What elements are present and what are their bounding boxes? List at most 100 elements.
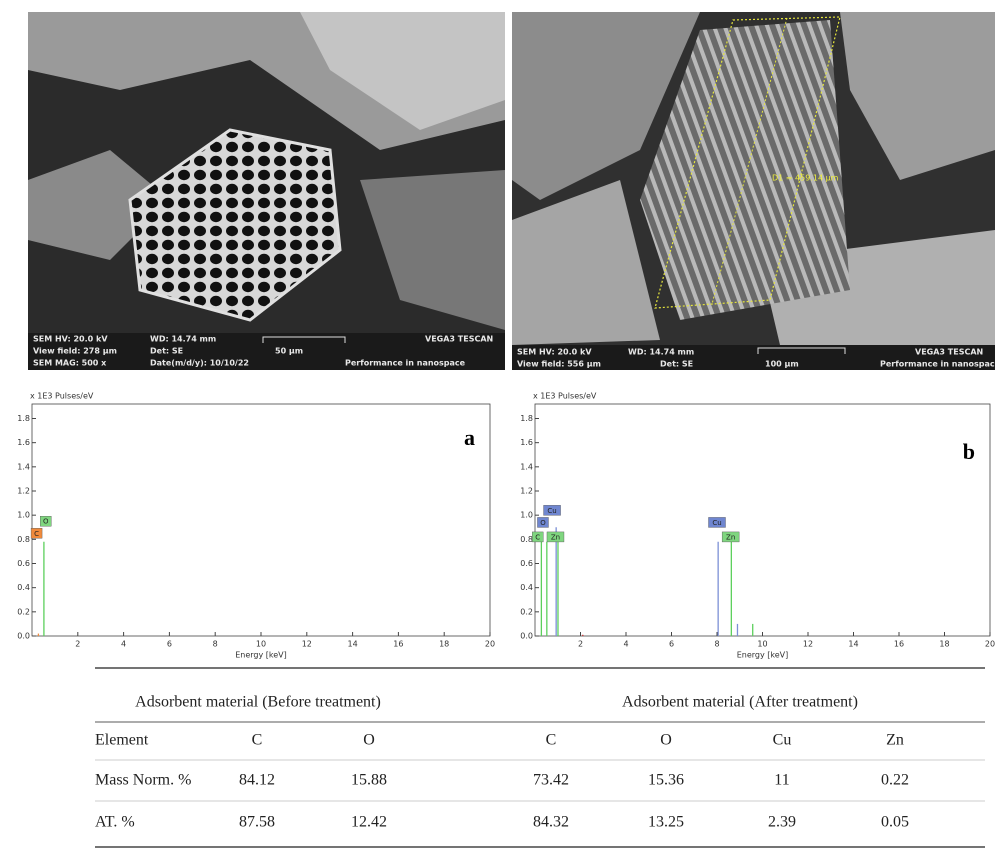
y-tick-label: 0.8 — [17, 535, 30, 544]
element-label: Cu — [712, 519, 721, 527]
x-axis-label: Energy [keV] — [235, 651, 287, 660]
sem-info: WD: 14.74 mm — [150, 335, 216, 344]
x-tick-label: 4 — [121, 640, 126, 649]
chart-b: 0.0 0.2 0.4 0.6 0.8 1.0 1.2 1.4 1.6 1.8 2 4 6 8 10 12 14… — [520, 392, 995, 660]
table-cell: O — [660, 732, 672, 749]
x-tick-label: 18 — [439, 640, 449, 649]
x-axis-label: Energy [keV] — [737, 651, 789, 660]
x-tick-label: 14 — [848, 640, 858, 649]
figure: D1 = 459.14 µm 0.0 0.2 0.4 0.6 0.8 1.0 1.2 1.4 1… — [0, 0, 995, 868]
sem-info: WD: 14.74 mm — [628, 348, 694, 357]
table-row-header: AT. % — [95, 814, 135, 831]
y-tick-label: 1.8 — [520, 414, 533, 423]
plot-frame — [32, 404, 490, 636]
x-tick-label: 8 — [213, 640, 218, 649]
sem-image-left — [28, 12, 505, 370]
table-cell: O — [363, 732, 375, 749]
table-cell: 2.39 — [768, 814, 796, 831]
y-tick-label: 0.2 — [17, 607, 30, 616]
table-cell: Cu — [773, 732, 792, 749]
table-cell: 0.22 — [881, 772, 909, 789]
y-tick-label: 0.0 — [17, 632, 30, 641]
sem-info: SEM HV: 20.0 kV — [517, 348, 592, 357]
y-tick-label: 1.6 — [17, 438, 30, 447]
sem-info: VEGA3 TESCAN — [425, 335, 493, 344]
y-tick-label: 1.2 — [17, 487, 30, 496]
x-tick-label: 8 — [714, 640, 719, 649]
table-cell: 84.12 — [239, 772, 275, 789]
sem-info: Date(m/d/y): 10/10/22 — [150, 359, 249, 368]
y-tick-label: 1.8 — [17, 414, 30, 423]
table-cell: C — [546, 732, 557, 749]
table-cell: 84.32 — [533, 814, 569, 831]
table-cell: 15.88 — [351, 772, 387, 789]
sem-info: Performance in nanospace — [345, 359, 466, 368]
x-tick-label: 14 — [348, 640, 358, 649]
x-tick-label: 4 — [623, 640, 628, 649]
y-tick-label: 1.0 — [17, 511, 30, 520]
table-cell: 15.36 — [648, 772, 684, 789]
element-label: O — [43, 518, 49, 526]
table-cell: 11 — [774, 772, 789, 789]
y-tick-label: 1.4 — [17, 462, 30, 471]
sem-info: View field: 278 µm — [33, 347, 117, 356]
x-tick-label: 16 — [894, 640, 904, 649]
table-cell: 0.05 — [881, 814, 909, 831]
measurement: D1 = 459.14 µm — [772, 174, 839, 183]
table-group-header: Adsorbent material (Before treatment) — [135, 694, 381, 711]
sem-info: Det: SE — [660, 360, 693, 369]
table-cell: C — [252, 732, 263, 749]
x-tick-label: 6 — [167, 640, 172, 649]
table-cell: 13.25 — [648, 814, 684, 831]
y-tick-label: 0.8 — [520, 535, 533, 544]
sem-info: SEM HV: 20.0 kV — [33, 335, 108, 344]
table-cell: 73.42 — [533, 772, 569, 789]
x-tick-label: 12 — [302, 640, 312, 649]
x-tick-label: 18 — [939, 640, 949, 649]
y-tick-label: 1.0 — [520, 511, 533, 520]
sem-info: Det: SE — [150, 347, 183, 356]
y-tick-label: 0.4 — [520, 583, 533, 592]
element-label: Cu — [547, 507, 556, 515]
y-tick-label: 1.4 — [520, 462, 533, 471]
sem-info: VEGA3 TESCAN — [915, 348, 983, 357]
page: D1 = 459.14 µm 0.0 0.2 0.4 0.6 0.8 1.0 1.2 1.4 1… — [0, 0, 995, 868]
sem-info: Performance in nanospace — [880, 360, 995, 369]
table-cell: 87.58 — [239, 814, 275, 831]
sem-info: SEM MAG: 500 x — [33, 359, 107, 368]
y-tick-label: 0.0 — [520, 632, 533, 641]
sem-info: 100 µm — [765, 360, 799, 369]
panel-label: a — [464, 425, 475, 450]
y-tick-label: 0.6 — [17, 559, 30, 568]
element-label: Zn — [551, 533, 560, 541]
x-tick-label: 2 — [578, 640, 583, 649]
table-cell: 12.42 — [351, 814, 387, 831]
y-axis-label: x 1E3 Pulses/eV — [533, 392, 597, 401]
y-tick-label: 0.2 — [520, 607, 533, 616]
table-cell: Zn — [886, 732, 904, 749]
x-tick-label: 2 — [75, 640, 80, 649]
y-tick-label: 1.2 — [520, 487, 533, 496]
table-row-header: Element — [95, 732, 149, 749]
x-tick-label: 10 — [256, 640, 266, 649]
sem-info: 50 µm — [275, 347, 303, 356]
y-axis-label: x 1E3 Pulses/eV — [30, 392, 94, 401]
y-tick-label: 0.6 — [520, 559, 533, 568]
x-tick-label: 20 — [485, 640, 495, 649]
x-tick-label: 6 — [669, 640, 674, 649]
y-tick-label: 1.6 — [520, 438, 533, 447]
sem-info: View field: 556 µm — [517, 360, 601, 369]
chart-a: 0.0 0.2 0.4 0.6 0.8 1.0 1.2 1.4 1.6 1.8 2 4 6 8 10 12 14… — [17, 392, 495, 660]
x-tick-label: 12 — [803, 640, 813, 649]
table-group-header: Adsorbent material (After treatment) — [622, 694, 858, 711]
x-tick-label: 16 — [393, 640, 403, 649]
x-tick-label: 20 — [985, 640, 995, 649]
plot-frame — [535, 404, 990, 636]
element-label: Zn — [726, 533, 735, 541]
x-tick-label: 10 — [757, 640, 767, 649]
element-label: C — [34, 530, 39, 538]
sem-image-right: D1 = 459.14 µm — [512, 12, 995, 370]
element-label: C — [535, 533, 540, 541]
y-tick-label: 0.4 — [17, 583, 30, 592]
table-row-header: Mass Norm. % — [95, 772, 191, 789]
